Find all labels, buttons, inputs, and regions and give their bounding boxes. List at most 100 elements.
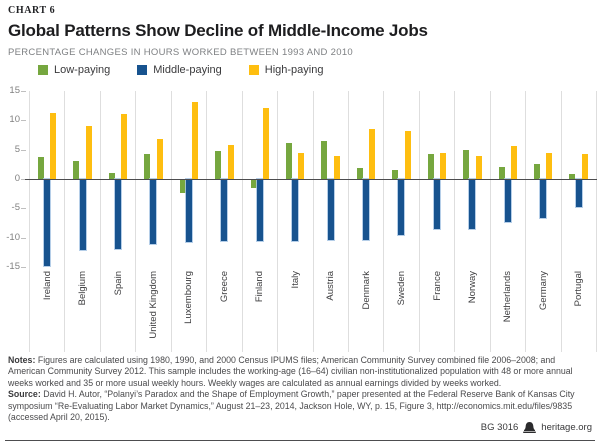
y-tick-mark: [21, 208, 26, 210]
column-label-area: Luxembourg: [172, 267, 206, 352]
site-url: heritage.org: [541, 422, 592, 433]
y-tick-mark: [21, 120, 26, 122]
plot-area: Ireland Belgium Spain United Kingdom Luxembo…: [25, 91, 597, 352]
bar-middle-paying: [79, 179, 86, 250]
country-column-portugal: Portugal: [562, 91, 597, 352]
bar-high-paying: [581, 153, 588, 179]
zero-axis-line: [25, 178, 597, 180]
column-label-area: Belgium: [65, 267, 99, 352]
bar-low-paying: [321, 141, 328, 179]
bar-middle-paying: [363, 179, 370, 240]
country-column-norway: Norway: [455, 91, 491, 352]
x-axis-label: Austria: [325, 271, 337, 301]
y-tick-label: -15: [6, 261, 20, 272]
bar-high-paying: [511, 145, 517, 179]
bar-low-paying: [73, 161, 80, 179]
country-column-germany: Germany: [526, 91, 562, 352]
bar-low-paying: [215, 150, 222, 179]
y-tick-label: -10: [6, 231, 20, 243]
x-axis-label: Norway: [466, 271, 478, 304]
bar-middle-paying: [114, 179, 121, 250]
column-plot: [349, 91, 383, 267]
footnotes: Notes: Figures are calculated using 1980…: [8, 355, 594, 423]
bar-high-paying: [475, 156, 482, 179]
bar-middle-paying: [185, 179, 192, 243]
country-column-italy: Italy: [278, 91, 314, 352]
column-label-area: Austria: [314, 267, 348, 352]
country-column-belgium: Belgium: [65, 91, 101, 352]
x-axis-label: Sweden: [396, 271, 408, 306]
y-tick-mark: [21, 149, 26, 151]
bar-low-paying: [534, 164, 541, 179]
x-axis-label: Netherlands: [502, 271, 514, 323]
bar-middle-paying: [398, 179, 405, 236]
legend-item-middle-paying: Middle-paying: [137, 64, 222, 76]
notes-body: Figures are calculated using 1980, 1990,…: [8, 355, 573, 388]
column-plot: [455, 91, 489, 267]
bar-middle-paying: [504, 179, 511, 223]
bar-low-paying: [250, 179, 257, 189]
bar-middle-paying: [540, 179, 547, 219]
legend-item-high-paying: High-paying: [248, 64, 323, 76]
chart-subtitle: PERCENTAGE CHANGES IN HOURS WORKED BETWE…: [8, 47, 353, 58]
country-column-denmark: Denmark: [349, 91, 385, 352]
y-tick-mark: [21, 179, 26, 180]
x-axis-label: Italy: [289, 271, 301, 289]
bar-low-paying: [498, 166, 505, 179]
bar-high-paying: [50, 113, 57, 179]
x-axis-label: Finland: [254, 271, 266, 303]
page-title: Global Patterns Show Decline of Middle-I…: [8, 21, 428, 40]
country-column-austria: Austria: [314, 91, 349, 352]
country-column-united-kingdom: United Kingdom: [136, 91, 172, 352]
column-plot: [101, 91, 135, 267]
bar-middle-paying: [292, 179, 299, 242]
notes-label: Notes:: [8, 355, 36, 365]
column-plot: [491, 91, 525, 267]
bottom-divider: [5, 440, 595, 441]
bar-high-paying: [227, 144, 234, 179]
legend-swatch-icon: [248, 65, 259, 75]
y-tick-label: 15: [9, 85, 20, 96]
country-column-france: France: [420, 91, 456, 352]
column-label-area: Portugal: [562, 267, 596, 352]
column-label-area: Netherlands: [491, 267, 525, 352]
column-plot: [526, 91, 560, 267]
country-column-spain: Spain: [101, 91, 137, 352]
bar-middle-paying: [327, 179, 334, 240]
column-label-area: Norway: [455, 267, 489, 352]
column-label-area: United Kingdom: [136, 267, 170, 352]
y-tick-mark: [21, 267, 26, 268]
bar-high-paying: [546, 153, 553, 179]
country-column-netherlands: Netherlands: [491, 91, 527, 352]
column-label-area: Italy: [278, 267, 312, 352]
publication-id-line: BG 3016 heritage.org: [481, 422, 592, 433]
country-column-finland: Finland: [243, 91, 279, 352]
liberty-bell-icon: [523, 422, 537, 433]
bar-low-paying: [285, 143, 292, 179]
x-axis-label: Portugal: [573, 271, 585, 307]
column-label-area: Germany: [526, 267, 560, 352]
bar-low-paying: [463, 150, 470, 179]
y-axis: 15 10 5 0 -5 -10 -15: [0, 86, 27, 272]
country-column-sweden: Sweden: [384, 91, 420, 352]
x-axis-label: United Kingdom: [148, 271, 160, 339]
bar-high-paying: [262, 108, 269, 179]
country-column-greece: Greece: [207, 91, 243, 352]
legend-label: Middle-paying: [153, 64, 222, 76]
bar-middle-paying: [433, 179, 440, 230]
column-plot: [207, 91, 241, 267]
country-column-ireland: Ireland: [30, 91, 66, 352]
bar-low-paying: [569, 173, 576, 179]
bar-high-paying: [298, 152, 305, 179]
x-axis-label: Germany: [537, 271, 549, 311]
source-body: David H. Autor, “Polanyi’s Paradox and t…: [8, 389, 575, 423]
column-plot: [65, 91, 99, 267]
bar-high-paying: [192, 101, 199, 179]
column-plot: [136, 91, 170, 267]
bar-high-paying: [156, 139, 163, 179]
y-tick-mark: [21, 91, 26, 92]
bar-middle-paying: [150, 179, 157, 244]
bar-low-paying: [108, 173, 115, 179]
x-axis-label: France: [431, 271, 443, 301]
x-axis-label: Luxembourg: [183, 271, 195, 324]
